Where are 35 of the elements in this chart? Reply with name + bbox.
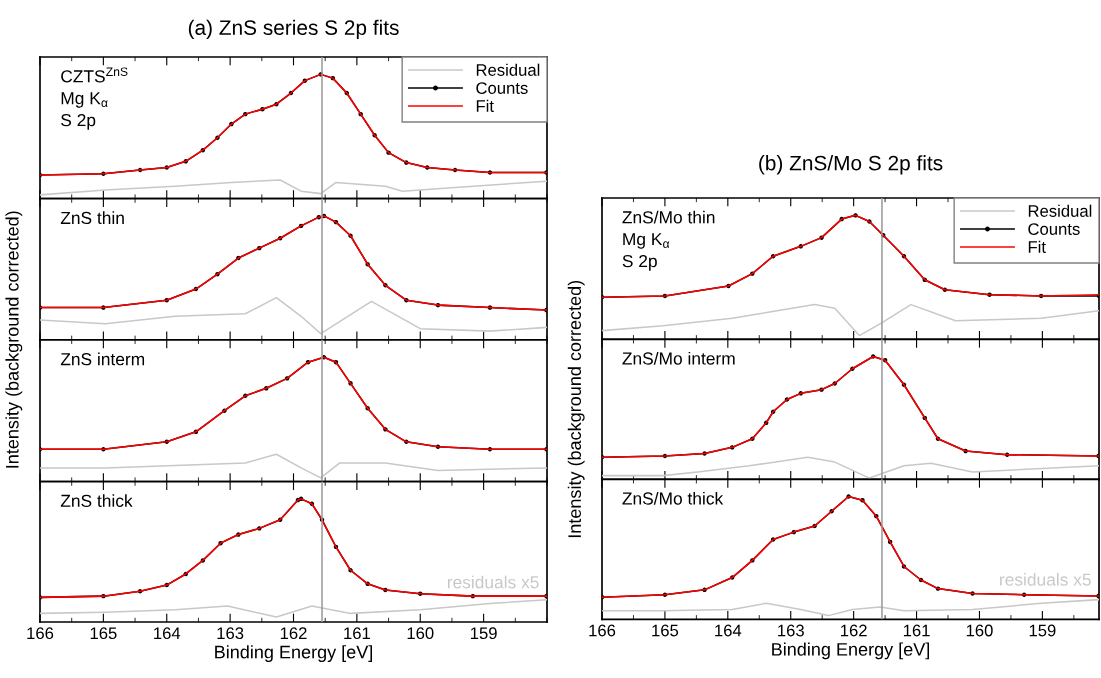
legend-label: Counts [476,82,528,94]
chart-subtitle: ZnS thick [60,494,133,507]
x-tick-label: 162 [841,624,867,637]
text: CZTS$^{ZnS}$ Mg K$_{α}$ S 2p [61,67,128,130]
chart-subtitle: ZnS thin [60,211,124,225]
legend-label: Residual [476,63,540,76]
x-tick-label: 164 [154,627,181,640]
x-tick-label: 166 [589,624,616,637]
x-tick-label: 159 [470,627,497,640]
chart-title: (b) ZnS/Mo S 2p fits [759,155,943,175]
chart-subtitle: ZnS interm [60,352,145,366]
x-tick-label: 162 [280,627,307,640]
y-axis-title: Intensity (background corrected) [567,280,585,538]
legend-label: Residual [1028,204,1092,217]
y-axis-title: Intensity (background corrected) [5,211,23,468]
x-tick-label: 159 [1029,624,1056,637]
x-axis-title: Binding Energy [eV] [215,645,373,663]
legend-label: Counts [1028,223,1080,235]
x-axis-title: Binding Energy [eV] [772,642,930,660]
chart-subtitle: ZnS/Mo thick [622,491,724,505]
x-tick-label: 165 [652,624,679,637]
x-tick-label: 160 [407,627,434,640]
chart-subtitle: ZnS/Mo interm [622,351,735,365]
legend-label: Fit [1028,240,1046,253]
x-tick-label: 161 [903,624,930,637]
x-tick-label: 163 [778,624,804,637]
x-tick-label: 161 [344,627,370,640]
legend-label: Fit [476,99,494,112]
chart-title: (a) ZnS series S 2p fits [188,19,399,40]
x-tick-label: 163 [217,627,244,640]
text: ZnS/Mo thin Mg K$_{α}$ S 2p [622,210,715,271]
x-tick-label: 166 [27,627,54,640]
x-tick-label: 164 [715,624,742,637]
x-tick-label: 165 [90,627,117,640]
x-tick-label: 160 [966,624,993,637]
